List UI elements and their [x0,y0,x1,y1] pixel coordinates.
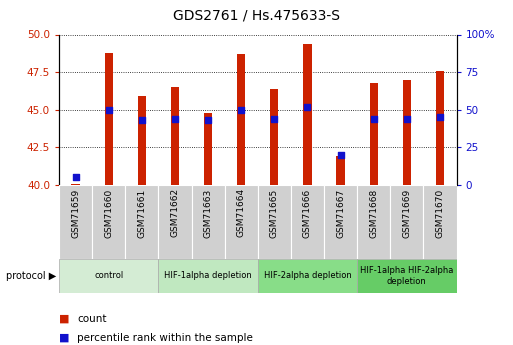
Text: GSM71659: GSM71659 [71,188,80,238]
Text: GSM71661: GSM71661 [137,188,146,238]
Text: HIF-1alpha depletion: HIF-1alpha depletion [164,272,252,280]
Text: GSM71669: GSM71669 [402,188,411,238]
Bar [125,185,159,259]
Point [303,104,311,109]
Point [71,174,80,180]
Text: count: count [77,314,107,324]
Bar [92,185,125,259]
Bar [390,185,423,259]
Bar [357,259,457,293]
Bar [204,112,212,185]
Bar [171,87,179,185]
Bar [258,259,357,293]
Point [270,116,279,121]
Text: GSM71664: GSM71664 [236,188,246,237]
Bar [225,185,258,259]
Text: protocol ▶: protocol ▶ [6,271,56,281]
Bar [71,184,80,185]
Bar [159,185,191,259]
Bar [258,185,291,259]
Bar [291,185,324,259]
Text: HIF-1alpha HIF-2alpha
depletion: HIF-1alpha HIF-2alpha depletion [360,266,453,286]
Bar [237,54,245,185]
Point [370,116,378,121]
Point [237,107,245,112]
Point [403,116,411,121]
Bar [303,43,311,185]
Text: control: control [94,272,123,280]
Text: GDS2761 / Hs.475633-S: GDS2761 / Hs.475633-S [173,9,340,23]
Bar [357,185,390,259]
Text: percentile rank within the sample: percentile rank within the sample [77,333,253,343]
Bar [59,185,92,259]
Bar [337,156,345,185]
Point [137,117,146,123]
Point [436,114,444,120]
Text: GSM71662: GSM71662 [170,188,180,237]
Bar [159,259,258,293]
Bar [59,259,159,293]
Bar [324,185,357,259]
Text: GSM71666: GSM71666 [303,188,312,238]
Point [171,116,179,121]
Text: ■: ■ [59,333,69,343]
Text: GSM71663: GSM71663 [204,188,212,238]
Text: GSM71665: GSM71665 [270,188,279,238]
Bar [270,89,279,185]
Bar [369,82,378,185]
Bar [423,185,457,259]
Text: GSM71670: GSM71670 [436,188,444,238]
Point [337,152,345,157]
Bar [137,96,146,185]
Text: GSM71667: GSM71667 [336,188,345,238]
Bar [403,79,411,185]
Bar [191,185,225,259]
Text: HIF-2alpha depletion: HIF-2alpha depletion [264,272,351,280]
Text: ■: ■ [59,314,69,324]
Point [105,107,113,112]
Text: GSM71660: GSM71660 [104,188,113,238]
Point [204,117,212,123]
Bar [105,52,113,185]
Bar [436,70,444,185]
Text: GSM71668: GSM71668 [369,188,378,238]
